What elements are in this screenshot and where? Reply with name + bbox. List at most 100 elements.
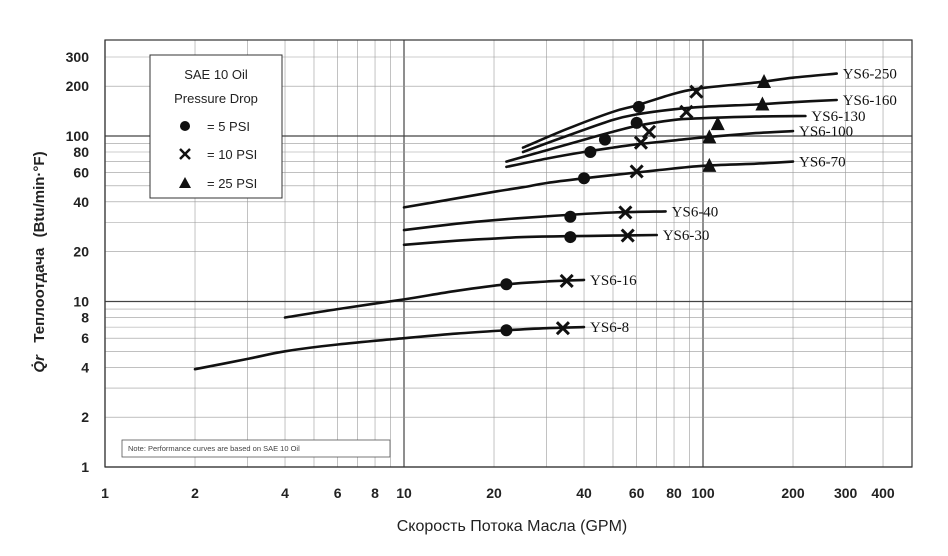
series-curves [193,72,838,371]
marker-cross-stroke [629,164,644,179]
curve-ys6-40 [402,210,667,232]
legend-cross-icon [179,148,191,160]
curve-ys6-30 [402,233,658,247]
marker-cross [679,104,694,119]
legend-entry-5psi: = 5 PSI [207,119,250,134]
marker-circle [564,210,577,223]
x-tick-label: 40 [576,485,592,501]
marker-circle [630,116,643,129]
marker-cross [641,124,657,139]
marker-cross [633,135,648,150]
curve-ys6-130 [505,114,807,163]
series-label-ys6-160: YS6-160 [843,93,897,109]
series-label-ys6-30: YS6-30 [663,228,710,244]
legend: SAE 10 Oil Pressure Drop = 5 PSI = 10 PS… [149,54,283,199]
note-box [121,439,391,458]
series-markers [500,73,772,337]
series-label-ys6-100: YS6-100 [799,124,853,140]
x-tick-label: 100 [691,485,715,501]
curve-ys6-250 [521,72,838,149]
marker-cross [689,84,704,99]
curve-ys6-8 [193,325,586,371]
y-tick-label: 4 [81,359,89,375]
x-tick-label: 1 [101,485,109,501]
x-tick-label: 300 [834,485,858,501]
legend-entry-25psi: = 25 PSI [207,176,257,191]
marker-cross-stroke [641,124,657,139]
marker-cross-stroke [679,104,694,119]
marker-circle [578,172,591,185]
marker-cross-stroke [555,321,570,336]
x-tick-label: 4 [281,485,289,501]
legend-entry-10psi: = 10 PSI [207,147,257,162]
curve-ys6-16 [283,278,586,319]
x-tick-label: 80 [666,485,682,501]
marker-circle [564,231,577,244]
y-tick-label: 100 [66,128,90,144]
marker-cross [618,205,633,220]
x-tick-label: 6 [334,485,342,501]
y-tick-label: 8 [81,310,89,326]
marker-circle [500,278,513,291]
x-tick-labels: 1 2 4 6 8 10 20 40 60 80 100 200 300 400 [101,485,895,501]
marker-circle [632,100,645,113]
x-tick-label: 400 [871,485,895,501]
y-tick-label: 1 [81,459,89,475]
curve-ys6-100 [505,129,795,169]
legend-title-line2: Pressure Drop [174,91,258,106]
legend-box [149,54,283,199]
y-axis-units: (Btu/min·°F) [31,151,48,237]
note-text: Note: Performance curves are based on SA… [128,444,300,453]
y-tick-label: 2 [81,409,89,425]
marker-cross-stroke [633,135,648,150]
curve-ys6-160 [521,98,838,154]
svg-text:Q̇r Теплоотдача (B: Q̇r Теплоотдача (Btu/min·°F) [31,151,48,372]
marker-triangle [702,157,717,172]
series-label-ys6-250: YS6-250 [843,67,897,83]
marker-circle [584,146,597,159]
marker-cross [555,321,570,336]
series-labels: YS6-8YS6-16YS6-30YS6-40YS6-70YS6-100YS6-… [590,67,897,336]
y-axis-symbol: Q̇r [31,354,48,373]
marker-cross-stroke [620,228,635,243]
legend-circle-icon [180,121,190,131]
x-tick-label: 60 [629,485,645,501]
legend-title-line1: SAE 10 Oil [184,67,248,82]
marker-cross-stroke [618,205,633,220]
marker-circle [500,324,513,337]
series-label-ys6-16: YS6-16 [590,273,637,289]
x-axis-label: Скорость Потока Масла (GPM) [397,518,628,535]
y-tick-label: 60 [73,165,89,181]
y-axis-label-group: Q̇r Теплоотдача (Btu/min·°F) [31,151,48,372]
marker-triangle [710,116,725,131]
x-tick-label: 2 [191,485,199,501]
series-label-ys6-40: YS6-40 [672,204,719,220]
y-tick-label: 300 [66,49,90,65]
marker-triangle [757,73,772,88]
x-tick-label: 20 [486,485,502,501]
marker-cross [629,164,644,179]
x-tick-label: 8 [371,485,379,501]
marker-cross-stroke [689,84,704,99]
plot-frame [104,39,913,468]
curve-ys6-70 [402,160,795,209]
x-tick-label: 10 [396,485,412,501]
x-tick-label: 200 [781,485,805,501]
marker-circle [598,133,611,146]
y-tick-label: 10 [73,293,89,309]
legend-triangle-icon [179,177,191,188]
axes [104,39,913,468]
series-label-ys6-8: YS6-8 [590,320,629,336]
y-tick-label: 20 [73,244,89,260]
y-tick-label: 80 [73,144,89,160]
note: Note: Performance curves are based on SA… [121,439,391,458]
y-tick-label: 6 [81,330,89,346]
y-tick-label: 200 [66,78,90,94]
series-label-ys6-130: YS6-130 [811,109,865,125]
marker-triangle [755,96,770,111]
y-axis-label: Теплоотдача [31,247,48,342]
y-tick-label: 40 [73,194,89,210]
marker-triangle [702,129,717,144]
